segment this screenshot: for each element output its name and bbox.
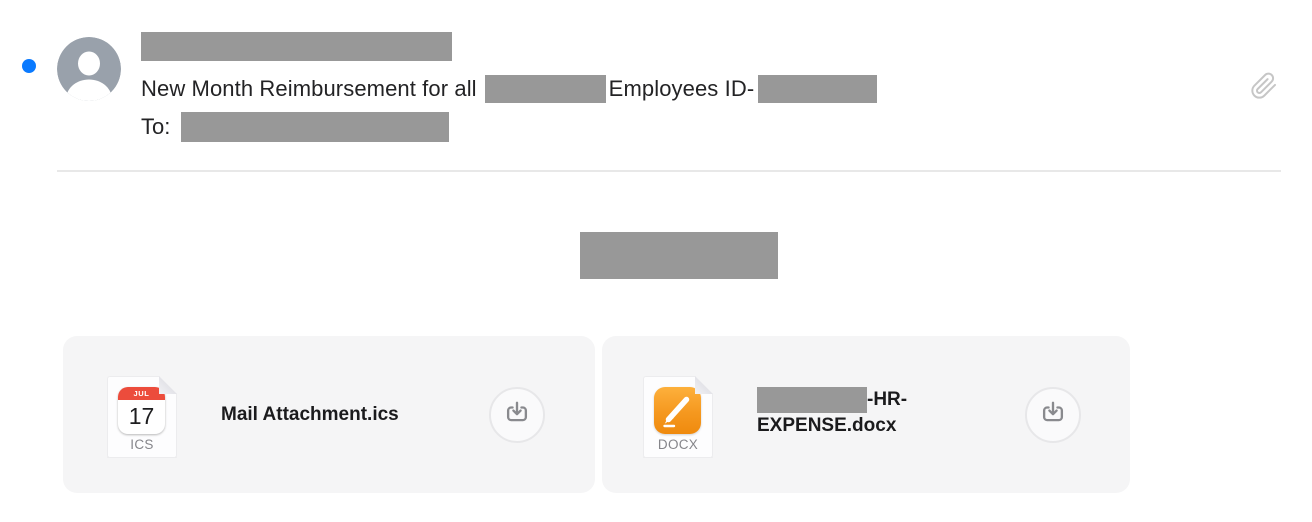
download-icon [503, 399, 531, 432]
unread-dot-icon [22, 59, 36, 73]
sender-avatar[interactable] [57, 37, 121, 101]
file-type-badge: ICS [130, 437, 154, 452]
recipient-redaction [181, 111, 450, 142]
docx-file-icon: DOCX [643, 376, 713, 458]
attachment-card-ics[interactable]: JUL 17 ICS Mail Attachment.ics [63, 336, 595, 493]
body-text-redaction [580, 232, 778, 279]
pages-pen-icon [654, 387, 701, 434]
attachment-filename: Mail Attachment.ics [221, 403, 399, 425]
filename-redaction [757, 387, 867, 413]
calendar-month: JUL [118, 387, 165, 400]
filename-suffix: -HR- [867, 389, 908, 410]
subject-text-before: New Month Reimbursement for all [141, 76, 477, 101]
download-button[interactable] [1025, 387, 1081, 443]
to-label: To: [141, 113, 171, 139]
ics-file-icon: JUL 17 ICS [107, 376, 177, 458]
subject-redaction-2 [758, 75, 878, 103]
attachment-card-docx[interactable]: DOCX -HR- EXPENSE.docx [602, 336, 1130, 493]
filename-line2: EXPENSE.docx [757, 415, 897, 436]
download-button[interactable] [489, 387, 545, 443]
sender-name-redaction [141, 32, 452, 61]
paperclip-icon [1250, 72, 1278, 100]
person-icon [57, 37, 121, 101]
header-divider [57, 170, 1281, 172]
calendar-icon: JUL 17 [118, 387, 165, 434]
subject-text-middle: Employees ID- [608, 76, 755, 101]
calendar-day: 17 [128, 403, 155, 429]
file-type-badge: DOCX [657, 437, 699, 452]
download-icon [1039, 399, 1067, 432]
page-fold-corner [695, 376, 713, 394]
page-fold-corner [159, 376, 177, 394]
recipient-line: To: [141, 111, 450, 142]
subject-redaction-1 [484, 75, 606, 103]
subject-line: New Month Reimbursement for all Employee… [141, 74, 878, 104]
attachment-filename: -HR- EXPENSE.docx [757, 387, 907, 439]
